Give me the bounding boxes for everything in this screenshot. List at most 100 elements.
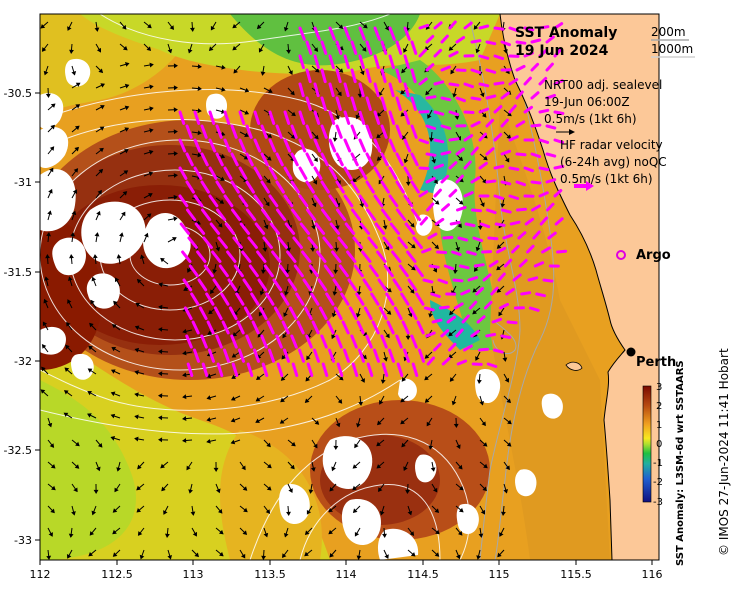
altimetry-vector-head bbox=[405, 335, 411, 340]
altimetry-vector-head bbox=[124, 83, 130, 89]
radar-vector bbox=[538, 76, 548, 86]
radar-vector bbox=[208, 166, 218, 180]
altimetry-vector-head bbox=[357, 93, 363, 98]
radar-vector bbox=[217, 236, 228, 249]
radar-vector bbox=[380, 180, 390, 194]
radar-vector bbox=[215, 180, 225, 194]
altimetry-vector-head bbox=[90, 299, 95, 305]
altimetry-vector-head bbox=[329, 486, 335, 492]
y-tick-label: -31.5 bbox=[4, 266, 32, 279]
radar-vector bbox=[426, 202, 435, 212]
radar-vector bbox=[380, 40, 388, 55]
altimetry-vector-head bbox=[149, 62, 154, 68]
radar-vector bbox=[553, 189, 563, 198]
radar-vector bbox=[531, 204, 541, 212]
radar-vector bbox=[320, 124, 328, 139]
altimetry-vector-head bbox=[47, 210, 52, 215]
radar-vector bbox=[448, 188, 458, 198]
radar-vector bbox=[209, 222, 221, 235]
radar-vector bbox=[183, 306, 193, 321]
altimetry-vector-head bbox=[182, 438, 187, 443]
hf-radar-velocity-vectors bbox=[178, 20, 568, 377]
radar-vector bbox=[293, 264, 304, 278]
altimetry-vector-head bbox=[116, 467, 122, 472]
radar-vector bbox=[338, 264, 349, 278]
altimetry-vector-head bbox=[481, 421, 486, 427]
altimetry-vector-head bbox=[221, 87, 226, 92]
altimetry-vector-head bbox=[111, 324, 117, 329]
radar-vector bbox=[178, 194, 189, 208]
radar-vector bbox=[344, 222, 356, 235]
radar-vector bbox=[305, 180, 315, 194]
radar-vector bbox=[305, 40, 313, 55]
altimetry-vector-head bbox=[96, 210, 101, 216]
radar-vector bbox=[358, 166, 368, 180]
radar-vector bbox=[452, 278, 464, 283]
altimetry-vector-head bbox=[147, 23, 152, 29]
altimetry-vector-head bbox=[41, 366, 46, 372]
altimetry-vector-head bbox=[338, 68, 344, 73]
radar-vector bbox=[211, 250, 222, 263]
colorbar-tick: -2 bbox=[653, 477, 663, 488]
altimetry-vector-head bbox=[431, 158, 436, 164]
altimetry-vector-head bbox=[449, 377, 455, 382]
radar-vector bbox=[227, 278, 238, 292]
altimetry-vector-head bbox=[379, 400, 384, 405]
altimetry-vector-head bbox=[286, 247, 292, 252]
altimetry-vector-head bbox=[499, 532, 504, 537]
altimetry-vector-head bbox=[280, 376, 286, 381]
map-date: 19 Jun 2024 bbox=[515, 43, 609, 59]
altimetry-vector-head bbox=[290, 464, 295, 470]
radar-vector bbox=[265, 292, 275, 306]
radar-vector bbox=[377, 278, 388, 292]
altimetry-vector-head bbox=[282, 333, 287, 339]
radar-vector bbox=[231, 362, 239, 377]
radar-vector bbox=[200, 180, 210, 194]
altimetry-vector-head bbox=[288, 488, 293, 493]
altimetry-vector-head bbox=[266, 178, 271, 184]
radar-vector bbox=[260, 334, 268, 349]
altimetry-vector-head bbox=[458, 530, 463, 536]
altimetry-vector-head bbox=[506, 134, 512, 139]
radar-vector bbox=[395, 96, 402, 111]
altimetry-vector-head bbox=[232, 45, 237, 51]
radar-vector bbox=[532, 230, 541, 240]
altimetry-vector-head bbox=[173, 107, 178, 113]
colorbar-tick: -1 bbox=[653, 458, 663, 469]
radar-vector bbox=[313, 166, 323, 180]
radar-vector bbox=[410, 124, 418, 139]
altimetry-vector-head bbox=[232, 23, 237, 29]
radar-vector bbox=[508, 194, 520, 200]
altimetry-vector-head bbox=[376, 112, 382, 117]
radar-vector bbox=[328, 26, 336, 41]
radar-vector bbox=[416, 320, 425, 335]
radar-vector bbox=[230, 334, 238, 349]
altimetry-vector-head bbox=[425, 90, 430, 96]
radar-vector bbox=[320, 40, 328, 55]
radar-vector bbox=[422, 278, 434, 284]
radar-vector bbox=[381, 362, 389, 377]
radar-vector bbox=[215, 124, 223, 139]
radar-vector bbox=[410, 152, 419, 167]
radar-vector bbox=[516, 207, 527, 212]
radar-vector bbox=[554, 217, 564, 226]
altimetry-vector-head bbox=[88, 345, 93, 351]
radar-vector bbox=[320, 152, 329, 167]
altimetry-vector-head bbox=[75, 441, 80, 447]
radar-vector bbox=[541, 246, 551, 254]
radar-vector bbox=[331, 250, 342, 263]
radar-vector bbox=[356, 320, 365, 335]
altimetry-vector-head bbox=[382, 533, 387, 538]
radar-vector bbox=[393, 306, 403, 321]
radar-vector bbox=[472, 236, 483, 243]
radar-vector bbox=[328, 82, 335, 98]
altimetry-vector-head bbox=[409, 531, 415, 536]
radar-vector bbox=[365, 40, 373, 55]
radar-vector bbox=[389, 222, 401, 235]
radar-vector bbox=[335, 124, 343, 139]
radar-vector bbox=[313, 110, 321, 125]
altimetry-vector-head bbox=[87, 390, 92, 396]
radar-vector bbox=[442, 235, 454, 240]
radar-vector bbox=[433, 48, 443, 58]
